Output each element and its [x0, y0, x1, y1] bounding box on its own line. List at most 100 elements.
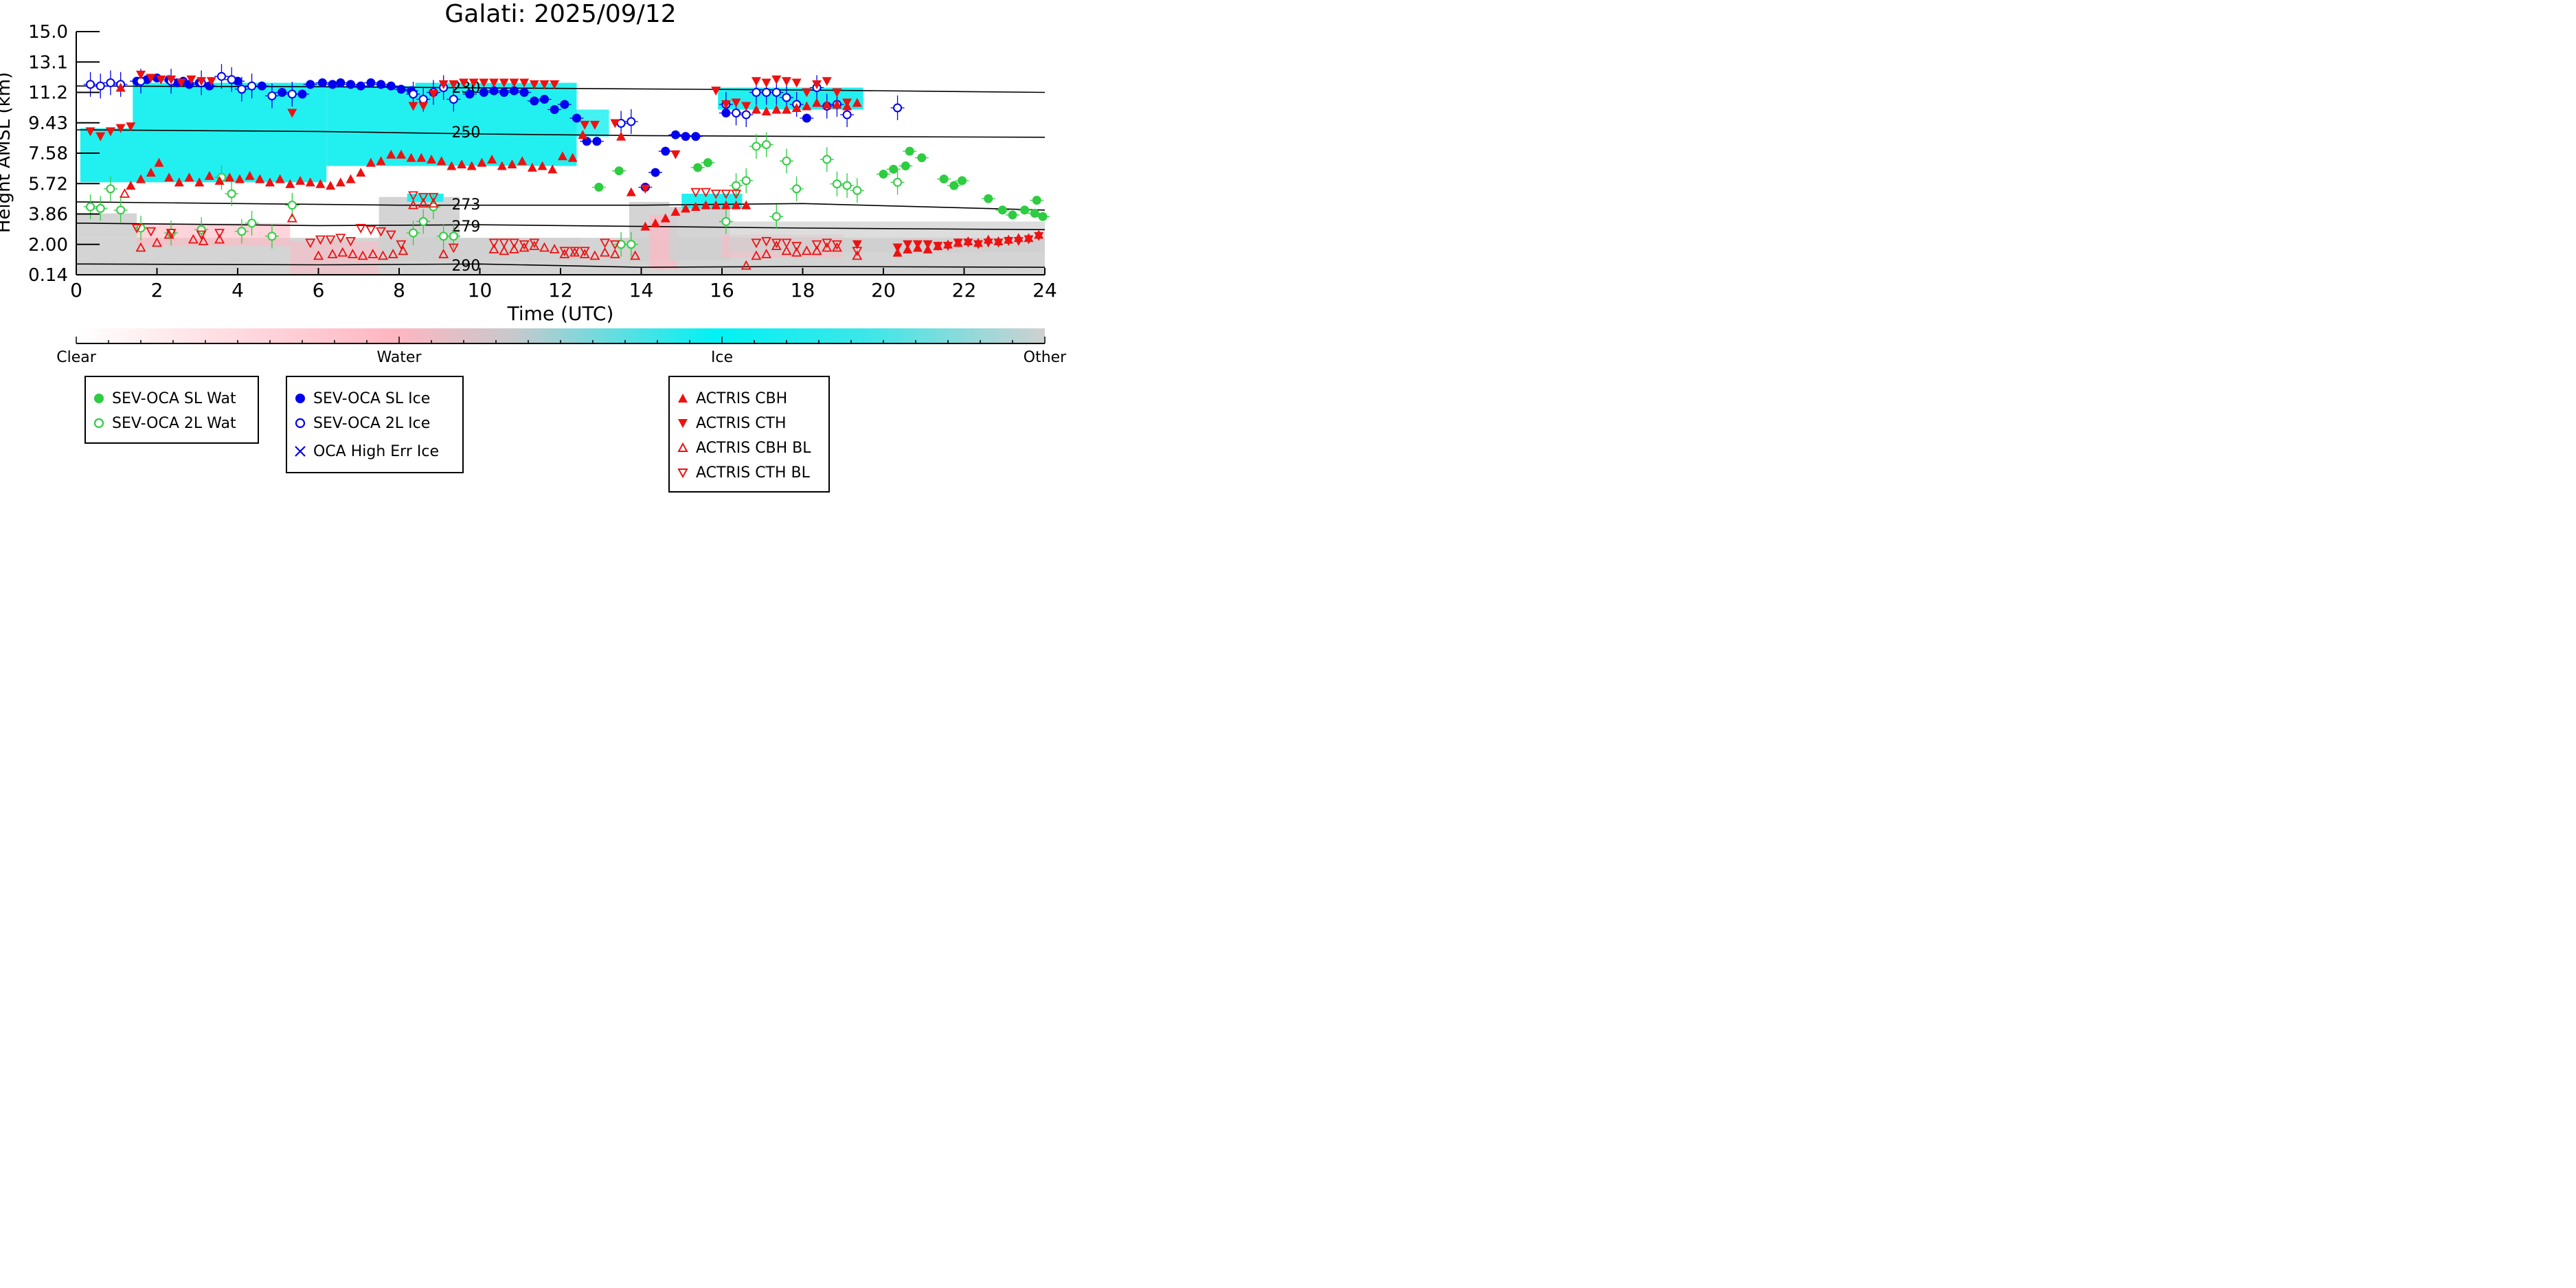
data-point	[660, 213, 670, 223]
data-point	[812, 80, 822, 89]
data-point	[466, 161, 477, 170]
data-point	[418, 95, 428, 104]
data-point	[549, 244, 560, 253]
cloud-mask-region	[133, 82, 327, 183]
data-point	[519, 240, 530, 250]
data-point	[782, 156, 791, 166]
colorbar-label: Water	[376, 349, 422, 366]
data-point	[782, 93, 791, 102]
data-point	[1024, 235, 1034, 245]
data-point	[465, 89, 475, 99]
data-point	[227, 75, 236, 84]
legend-item: ACTRIS CBH BL	[675, 438, 811, 457]
data-point	[701, 200, 711, 210]
data-point	[366, 78, 376, 88]
data-point	[196, 77, 207, 87]
data-point	[616, 131, 626, 141]
data-point	[194, 177, 205, 187]
data-point	[912, 240, 923, 249]
data-point	[626, 240, 636, 249]
data-point	[559, 247, 570, 257]
data-point	[317, 78, 327, 88]
data-point	[156, 75, 166, 84]
data-point	[278, 88, 287, 97]
data-point	[376, 227, 387, 237]
data-point	[136, 70, 146, 80]
data-point	[508, 244, 519, 253]
colorbar	[76, 328, 1045, 343]
data-point	[356, 81, 365, 91]
data-point	[131, 224, 142, 234]
data-point	[335, 234, 346, 244]
data-point	[265, 177, 275, 187]
data-point	[630, 250, 641, 260]
data-point	[812, 98, 822, 107]
data-point	[997, 205, 1007, 215]
data-point	[346, 174, 356, 183]
data-point	[751, 250, 762, 260]
data-point	[578, 130, 588, 139]
data-point	[842, 110, 852, 120]
data-point	[499, 78, 509, 88]
data-point	[237, 84, 247, 94]
data-point	[459, 78, 468, 88]
data-point	[560, 100, 569, 109]
data-point	[387, 249, 398, 258]
data-point	[507, 159, 517, 169]
data-point	[761, 106, 771, 115]
data-point	[842, 98, 852, 108]
data-point	[640, 221, 651, 231]
data-point	[567, 152, 578, 162]
legend-label: ACTRIS CBH	[696, 389, 788, 407]
data-point	[589, 120, 600, 130]
isotherm-label: 290	[451, 258, 480, 275]
data-point	[447, 161, 457, 170]
data-point	[822, 155, 832, 164]
data-point	[85, 127, 95, 137]
data-point	[174, 177, 184, 187]
data-point	[347, 249, 358, 258]
cloud-mask-region	[137, 223, 291, 247]
data-point	[418, 192, 429, 203]
data-point	[287, 89, 297, 99]
data-point	[438, 249, 449, 258]
data-point	[416, 152, 427, 162]
data-point	[136, 174, 146, 183]
data-point	[592, 137, 602, 146]
data-point	[436, 156, 447, 166]
data-point	[487, 155, 497, 164]
data-point	[418, 216, 428, 226]
legend-item: SEV-OCA 2L Wat	[91, 414, 236, 433]
data-point	[196, 230, 207, 240]
data-point	[917, 153, 927, 163]
chart-title: Galati: 2025/09/12	[444, 0, 676, 28]
data-point	[115, 82, 126, 92]
colorbar-label: Other	[1024, 349, 1067, 366]
legend-label: ACTRIS CTH BL	[696, 464, 810, 482]
data-point	[771, 88, 781, 97]
data-point	[550, 105, 559, 114]
data-point	[356, 168, 366, 177]
data-point	[116, 205, 126, 215]
data-point	[396, 84, 406, 94]
data-point	[580, 120, 590, 130]
data-point	[670, 207, 681, 216]
data-point	[305, 238, 316, 249]
data-point	[711, 87, 721, 96]
data-point	[376, 80, 386, 89]
filled-circle-marker-icon	[295, 394, 305, 403]
data-point	[95, 203, 105, 213]
data-point	[973, 240, 984, 249]
data-point	[802, 88, 812, 98]
data-point	[721, 200, 731, 210]
legend-item: OCA High Err Ice	[293, 442, 439, 461]
data-point	[791, 247, 802, 257]
data-point	[600, 247, 611, 257]
isotherm-line	[76, 223, 1046, 231]
x-tick-label: 8	[393, 279, 405, 302]
data-point	[163, 229, 174, 239]
legend-item: SEV-OCA SL Wat	[91, 389, 236, 408]
x-tick-label: 6	[313, 279, 325, 302]
data-point	[732, 181, 741, 190]
